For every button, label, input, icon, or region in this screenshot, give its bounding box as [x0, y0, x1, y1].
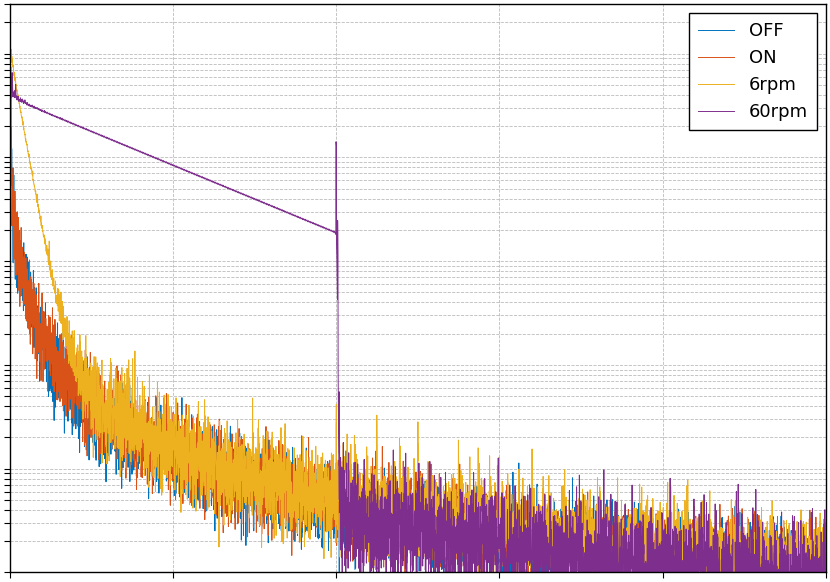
- Legend: OFF, ON, 6rpm, 60rpm: OFF, ON, 6rpm, 60rpm: [689, 13, 817, 130]
- ON: [5, 19, 15, 26]
- 6rpm: [317, 514, 327, 521]
- 6rpm: [535, 512, 545, 519]
- 6rpm: [452, 569, 462, 576]
- 60rpm: [676, 569, 686, 576]
- 60rpm: [317, 223, 327, 230]
- 6rpm: [153, 475, 163, 482]
- OFF: [153, 428, 163, 435]
- 60rpm: [337, 569, 347, 576]
- ON: [400, 569, 410, 576]
- OFF: [495, 535, 505, 542]
- ON: [535, 527, 545, 534]
- OFF: [535, 540, 545, 546]
- OFF: [5, 19, 15, 26]
- 60rpm: [495, 540, 505, 546]
- 6rpm: [5, 22, 15, 29]
- Line: ON: ON: [10, 23, 826, 572]
- 60rpm: [535, 508, 545, 514]
- 6rpm: [676, 560, 686, 567]
- ON: [317, 470, 327, 477]
- Line: OFF: OFF: [10, 23, 826, 572]
- Line: 6rpm: 6rpm: [10, 26, 826, 572]
- ON: [153, 456, 163, 463]
- 60rpm: [821, 569, 830, 576]
- ON: [495, 528, 505, 535]
- OFF: [614, 551, 624, 558]
- OFF: [390, 569, 400, 576]
- 60rpm: [153, 155, 163, 162]
- 6rpm: [821, 565, 830, 572]
- ON: [614, 538, 624, 545]
- OFF: [676, 530, 686, 537]
- Line: 60rpm: 60rpm: [10, 0, 826, 572]
- 60rpm: [614, 540, 624, 547]
- ON: [676, 538, 686, 545]
- 6rpm: [614, 513, 624, 520]
- ON: [821, 540, 830, 547]
- 6rpm: [495, 512, 505, 519]
- OFF: [821, 562, 830, 569]
- OFF: [317, 475, 327, 482]
